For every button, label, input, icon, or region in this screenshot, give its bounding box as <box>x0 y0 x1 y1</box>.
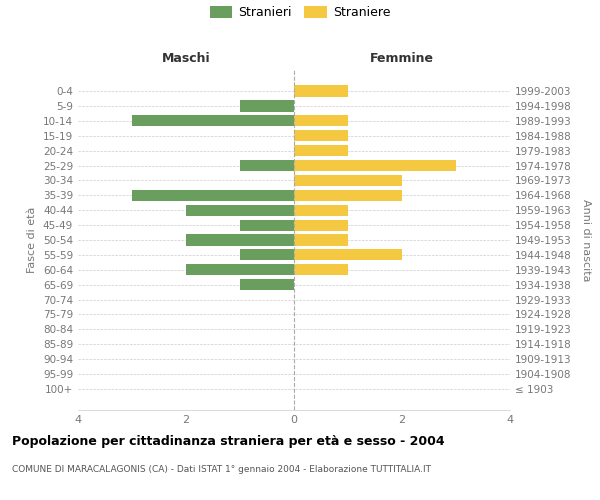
Bar <box>294 115 348 126</box>
Bar <box>186 264 294 276</box>
Bar <box>294 220 348 230</box>
Bar <box>240 220 294 230</box>
Bar <box>294 145 348 156</box>
Bar <box>294 130 348 141</box>
Legend: Stranieri, Straniere: Stranieri, Straniere <box>209 6 391 19</box>
Bar <box>294 264 348 276</box>
Bar <box>186 204 294 216</box>
Bar <box>294 190 402 201</box>
Bar <box>240 250 294 260</box>
Y-axis label: Anni di nascita: Anni di nascita <box>581 198 591 281</box>
Bar <box>294 234 348 246</box>
Bar <box>294 204 348 216</box>
Text: Maschi: Maschi <box>161 52 211 65</box>
Bar <box>294 175 402 186</box>
Bar <box>294 160 456 171</box>
Bar <box>294 86 348 96</box>
Text: Popolazione per cittadinanza straniera per età e sesso - 2004: Popolazione per cittadinanza straniera p… <box>12 435 445 448</box>
Text: Femmine: Femmine <box>370 52 434 65</box>
Y-axis label: Fasce di età: Fasce di età <box>28 207 37 273</box>
Bar <box>294 250 402 260</box>
Bar <box>240 160 294 171</box>
Bar <box>132 115 294 126</box>
Text: COMUNE DI MARACALAGONIS (CA) - Dati ISTAT 1° gennaio 2004 - Elaborazione TUTTITA: COMUNE DI MARACALAGONIS (CA) - Dati ISTA… <box>12 465 431 474</box>
Bar <box>132 190 294 201</box>
Bar <box>240 100 294 112</box>
Bar <box>240 279 294 290</box>
Bar <box>186 234 294 246</box>
